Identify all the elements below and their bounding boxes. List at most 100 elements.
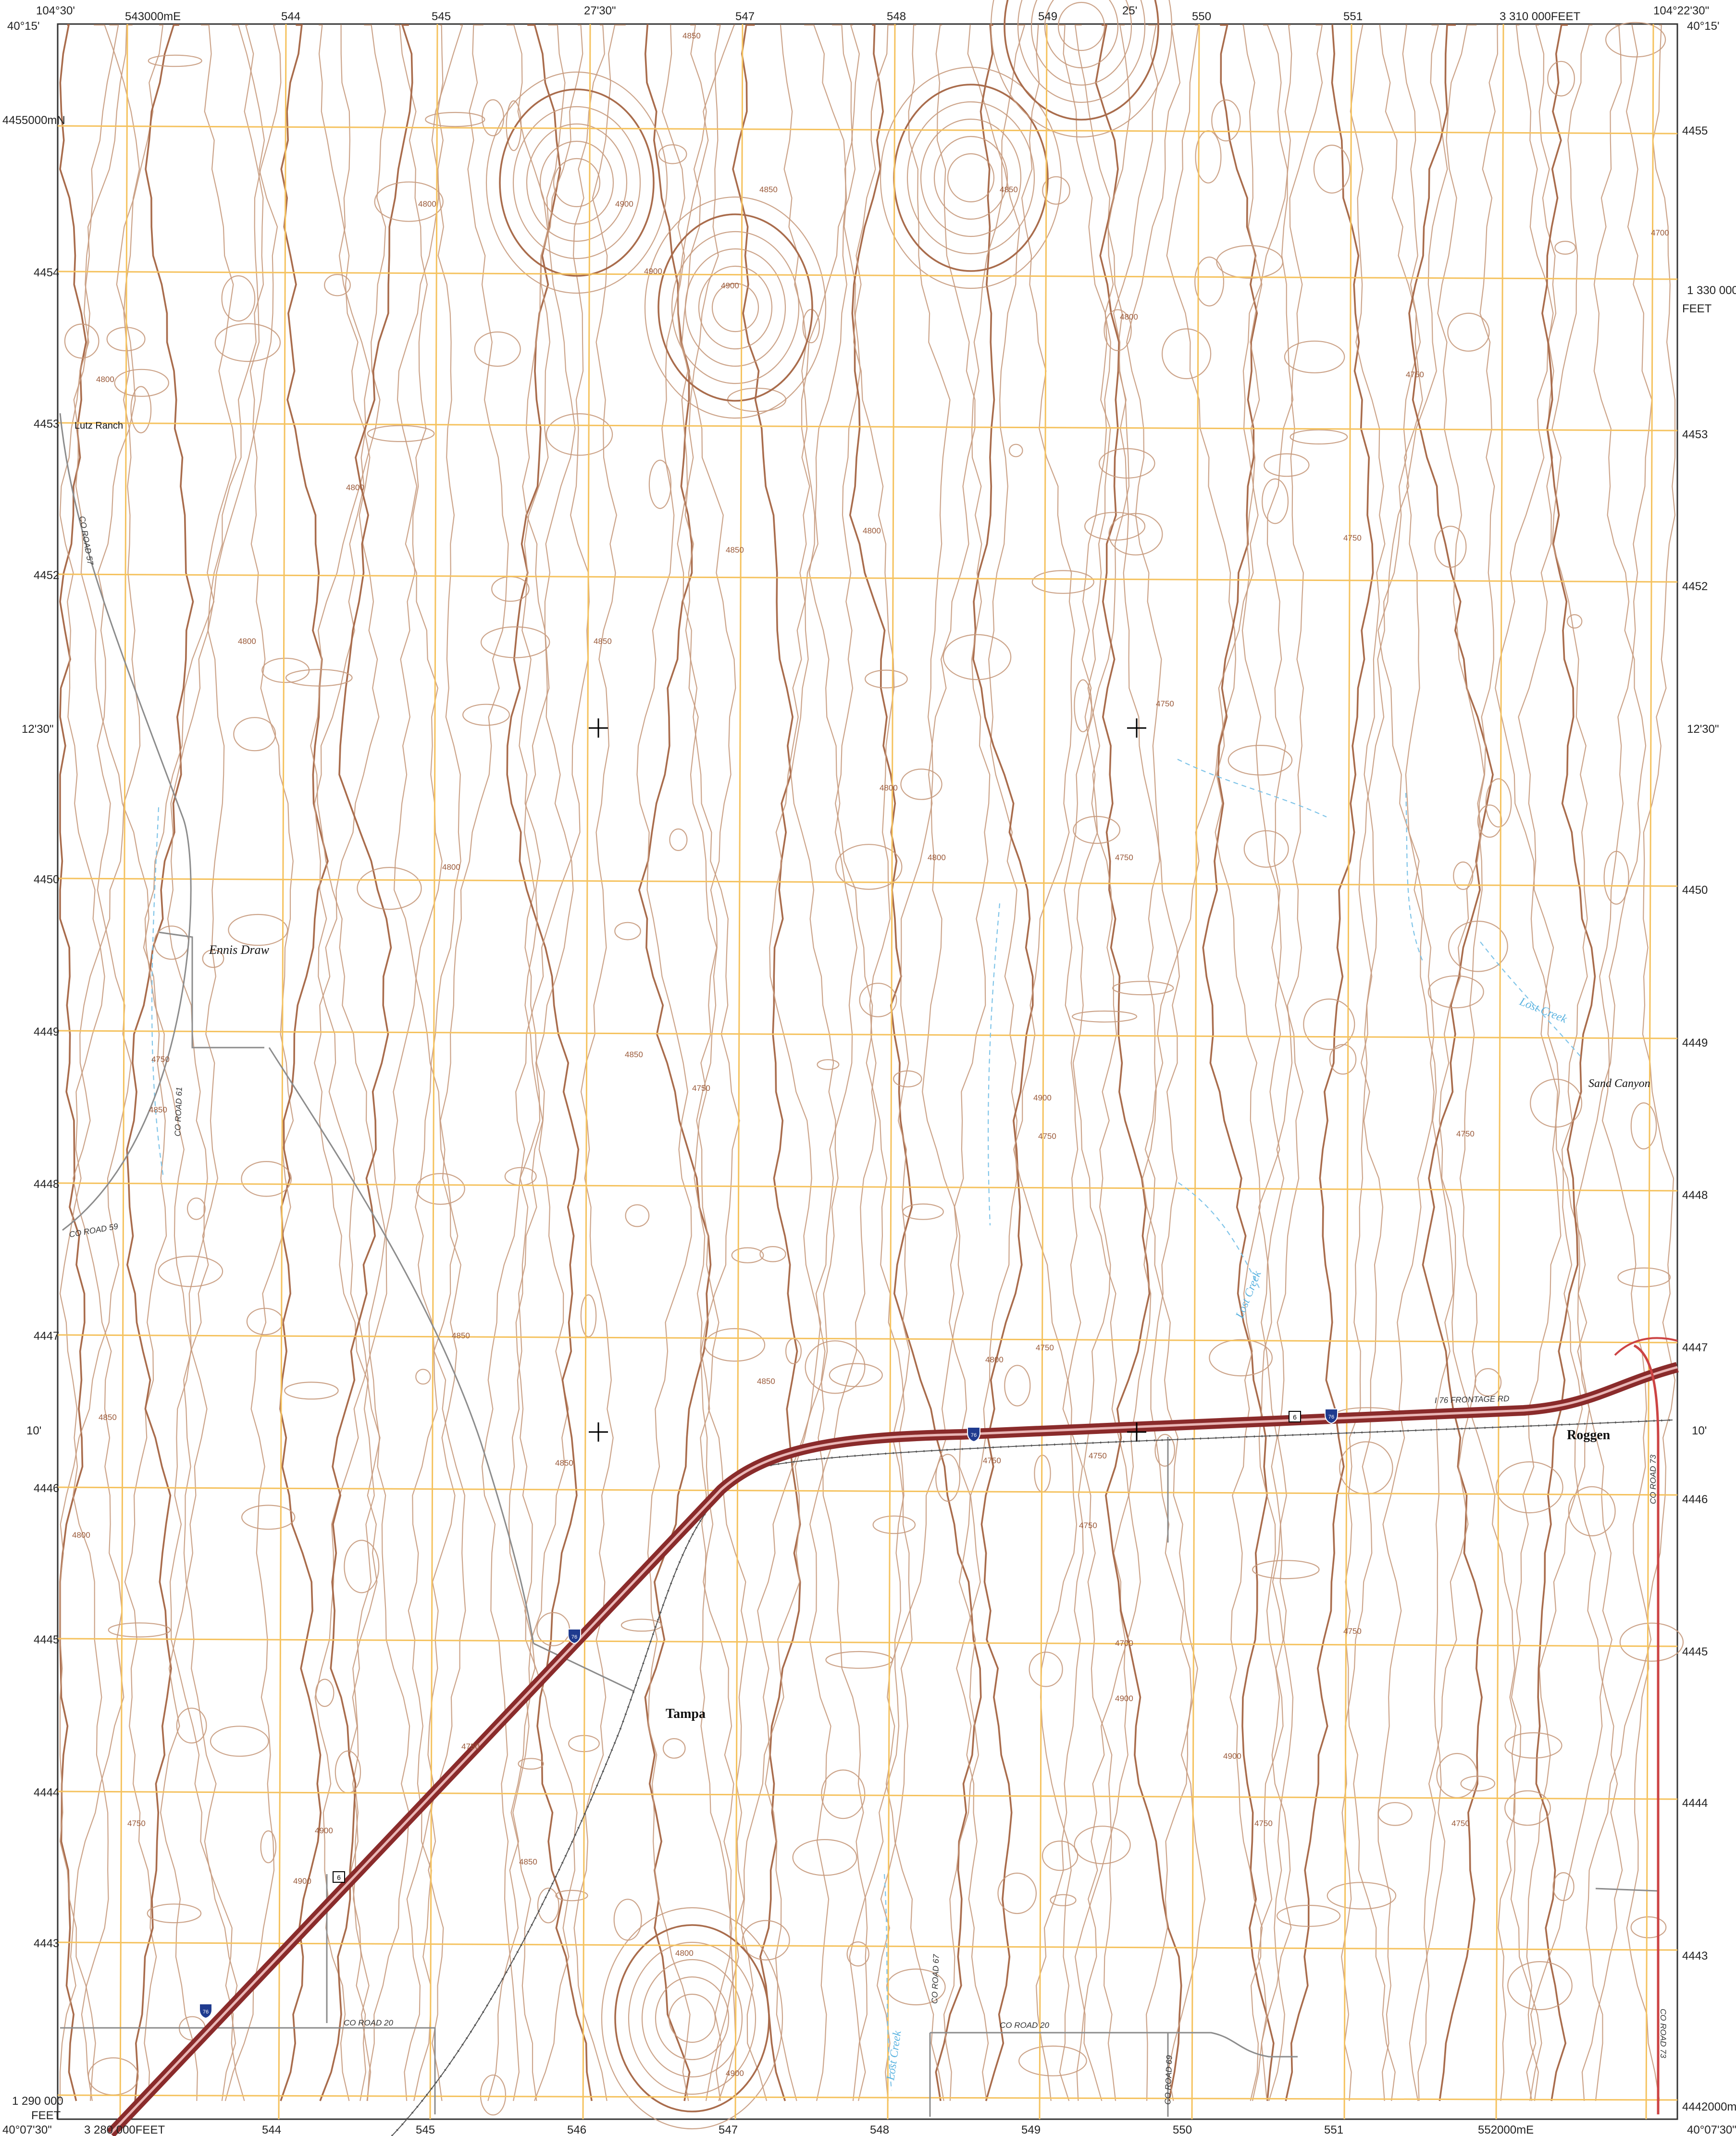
top-tick: 547 [735, 10, 755, 23]
top-tick: 25' [1122, 4, 1137, 17]
left-tick: 4452 [34, 569, 59, 582]
left-tick: 1 290 000 [12, 2095, 63, 2108]
right-tick: 4448 [1682, 1189, 1708, 1202]
bottom-tick: 548 [870, 2124, 889, 2136]
left-tick: 4445 [34, 1633, 59, 1646]
elevation-label: 4750 [1089, 1451, 1107, 1460]
left-tick: 4453 [34, 418, 59, 431]
elevation-label: 4750 [127, 1819, 146, 1828]
bottom-tick: 546 [567, 2124, 586, 2136]
elevation-label: 4750 [1343, 1627, 1362, 1636]
right-tick: 12'30" [1687, 723, 1719, 736]
bottom-tick: 547 [719, 2124, 738, 2136]
label-co-road-20-west: CO ROAD 20 [344, 2018, 394, 2027]
right-tick: FEET [1682, 302, 1712, 315]
interstate-shield: 76 [199, 2003, 212, 2019]
right-tick: 10' [1692, 1424, 1707, 1437]
map-frame [57, 23, 1678, 2120]
elevation-label: 4800 [96, 375, 114, 384]
elevation-label: 4850 [452, 1331, 470, 1340]
elevation-label: 4800 [238, 637, 256, 646]
elevation-label: 4800 [346, 483, 364, 492]
right-tick: 4446 [1682, 1493, 1708, 1506]
elevation-label: 4800 [1120, 312, 1138, 321]
elevation-label: 4900 [1223, 1752, 1241, 1761]
elevation-label: 4750 [692, 1084, 710, 1093]
elevation-label: 4750 [461, 1742, 480, 1751]
interstate-shield: 76 [967, 1427, 980, 1443]
label-co-road-67: CO ROAD 67 [930, 1954, 941, 2004]
bottom-tick: 544 [262, 2124, 281, 2136]
elevation-label: 4850 [1000, 185, 1018, 194]
shield-label: 76 [203, 2009, 209, 2015]
bottom-tick: 551 [1324, 2124, 1343, 2136]
elevation-label: 4800 [863, 526, 881, 535]
label-co-road-73-north: CO ROAD 73 [1649, 1454, 1658, 1504]
bottom-tick: 550 [1173, 2124, 1192, 2136]
elevation-label: 4800 [985, 1355, 1004, 1364]
top-tick-labels: 543000mE 544 545 27'30" 547 548 549 25' … [125, 4, 1580, 23]
elevation-label: 4750 [1156, 699, 1174, 708]
label-sand-canyon: Sand Canyon [1588, 1077, 1650, 1090]
right-tick: 4442000mN [1682, 2100, 1736, 2113]
elevation-label: 4850 [757, 1377, 775, 1386]
bottom-tick: 549 [1021, 2124, 1041, 2136]
elevation-label: 4750 [1451, 1819, 1470, 1828]
elevation-label: 4850 [149, 1105, 167, 1114]
top-tick: 549 [1038, 10, 1057, 23]
shield-label: 6 [1293, 1413, 1297, 1421]
elevation-label: 4800 [418, 199, 436, 209]
label-lutz-ranch: Lutz Ranch [74, 420, 123, 431]
left-tick: FEET [31, 2109, 61, 2122]
corner-top-right-lon: 104°22'30" [1653, 4, 1709, 17]
elevation-label: 4750 [1079, 1521, 1097, 1530]
right-tick: 4443 [1682, 1950, 1708, 1963]
corner-bottom-right-lat: 40°07'30" [1687, 2124, 1736, 2136]
elevation-label: 4750 [1036, 1343, 1054, 1352]
elevation-label: 4750 [1406, 370, 1424, 379]
bottom-tick-labels: 3 280 000FEET 544 545 546 547 548 549 55… [84, 2124, 1534, 2136]
bottom-tick: 545 [416, 2124, 435, 2136]
elevation-label: 4850 [99, 1413, 117, 1422]
right-tick: 4455 [1682, 124, 1708, 137]
elevation-label: 4900 [644, 267, 662, 276]
top-tick: 551 [1343, 10, 1363, 23]
shield-label: 76 [1328, 1414, 1334, 1420]
elevation-label: 4900 [1115, 1694, 1133, 1703]
label-co-road-69: CO ROAD 69 [1163, 2055, 1174, 2105]
elevation-label: 4850 [594, 637, 612, 646]
elevation-label: 4800 [928, 853, 946, 862]
elevation-label: 4800 [880, 783, 898, 792]
label-co-road-20-east: CO ROAD 20 [1000, 2021, 1050, 2030]
corner-top-right-lat: 40°15' [1687, 20, 1720, 33]
elevation-labels: 4850 4850 4800 4900 4900 4900 4800 4850 4750 4750… [72, 31, 1669, 2078]
top-tick: 543000mE [125, 10, 181, 23]
us-route-shield: 6 [333, 1871, 345, 1883]
top-tick: 545 [432, 10, 451, 23]
top-tick: 544 [281, 10, 300, 23]
top-tick: 3 310 000FEET [1500, 10, 1580, 23]
elevation-label: 4850 [759, 185, 778, 194]
left-tick: 10' [26, 1424, 41, 1437]
minor-roads [59, 413, 1659, 2117]
left-tick: 12'30" [22, 723, 54, 736]
elevation-label: 4900 [615, 199, 633, 209]
corner-bottom-left-lat: 40°07'30" [2, 2124, 52, 2136]
elevation-label: 4750 [1115, 853, 1133, 862]
streams [151, 759, 1582, 2091]
left-tick: 4444 [34, 1786, 59, 1799]
crosshair-marks [589, 718, 1146, 1442]
elevation-label: 4700 [1115, 1639, 1133, 1648]
bottom-tick: 3 280 000FEET [84, 2124, 165, 2136]
elevation-label: 4850 [625, 1050, 643, 1059]
right-tick: 1 330 000 [1687, 284, 1736, 297]
corner-top-left-lat: 40°15' [7, 20, 40, 33]
top-tick: 550 [1192, 10, 1211, 23]
elevation-label: 4700 [1651, 228, 1669, 237]
right-tick: 4444 [1682, 1797, 1708, 1810]
elevation-label: 4900 [315, 1826, 333, 1835]
left-tick: 4449 [34, 1025, 59, 1038]
left-tick: 4443 [34, 1937, 59, 1950]
elevation-label: 4850 [682, 31, 701, 40]
